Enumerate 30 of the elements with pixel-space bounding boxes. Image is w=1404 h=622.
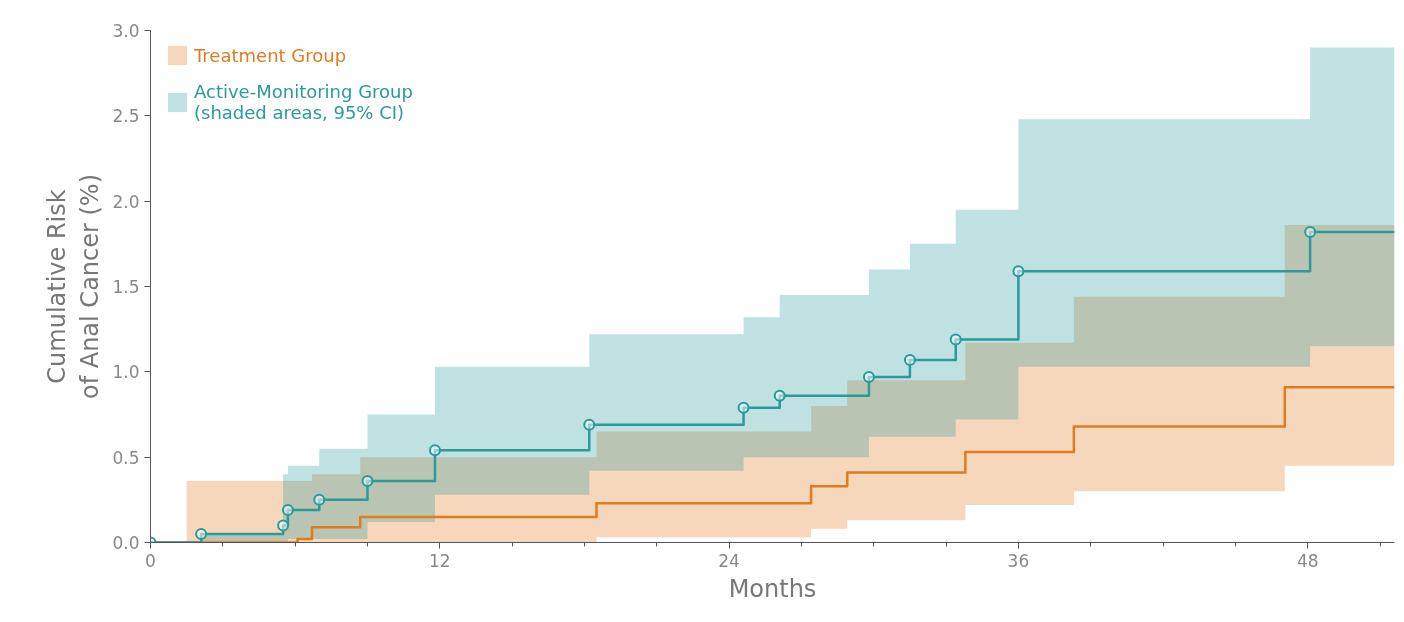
x-tick-label: 0	[145, 550, 156, 571]
y-tick-label: 2.0	[112, 191, 140, 212]
point	[1304, 225, 1317, 238]
x-tick-label: 48	[1296, 550, 1319, 571]
y-tick-label: 2.5	[112, 106, 140, 127]
point	[313, 493, 326, 506]
point	[949, 333, 962, 346]
y-tick-label: 1.0	[112, 362, 140, 383]
y-tick-label: 1.5	[112, 277, 140, 297]
point	[361, 475, 374, 488]
legend-label: Treatment Group	[194, 44, 347, 66]
point	[773, 389, 786, 402]
y-tick-label: 0.5	[112, 447, 140, 468]
x-axis-title: Months	[728, 574, 817, 603]
y-tick-label: 0.0	[112, 533, 140, 553]
point	[428, 444, 441, 457]
point	[903, 353, 916, 366]
point	[737, 401, 750, 414]
x-tick-label: 12	[428, 550, 451, 571]
point	[1012, 265, 1025, 278]
point	[862, 370, 875, 383]
y-axis-title: Cumulative Risk of Anal Cancer (%)	[42, 173, 105, 400]
legend-label: Active-Monitoring Group (shaded areas, 95% CI)	[194, 81, 413, 123]
y-tick-label: 3.0	[112, 21, 140, 41]
point	[195, 527, 208, 540]
x-tick-label: 24	[718, 550, 740, 571]
point	[277, 519, 290, 532]
point	[583, 418, 596, 431]
x-tick-label: 36	[1007, 550, 1030, 571]
point	[281, 504, 294, 517]
